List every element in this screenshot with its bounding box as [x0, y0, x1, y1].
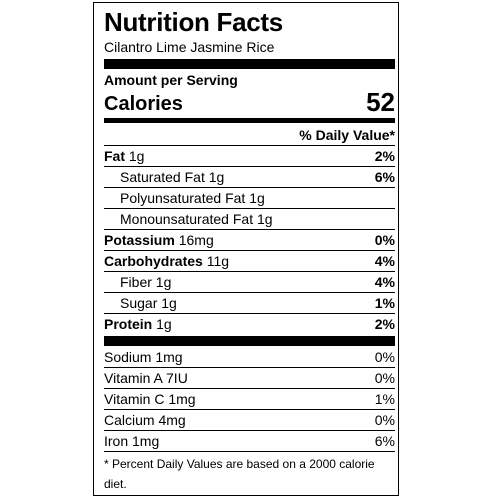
- vitamin-row-vitamin-a: Vitamin A 7IU 0%: [104, 367, 395, 388]
- calories-value: 52: [366, 87, 395, 117]
- nutrient-amount: 1g: [161, 295, 177, 311]
- nutrient-amount: 1g: [155, 274, 172, 290]
- nutrient-name: Fiber: [120, 274, 152, 290]
- vitamin-name: Calcium: [104, 412, 155, 428]
- vitamin-pct: 0%: [374, 412, 395, 428]
- nutrient-row-potassium: Potassium 16mg 0%: [104, 229, 395, 250]
- nutrient-name: Carbohydrates: [104, 253, 203, 269]
- vitamin-name: Vitamin A: [104, 370, 163, 386]
- nutrient-row-protein: Protein 1g 2%: [104, 313, 395, 334]
- nutrient-pct: 6%: [374, 169, 395, 185]
- thick-divider: [104, 336, 395, 346]
- nutrient-row-fat: Fat 1g 2%: [104, 145, 395, 166]
- nutrient-row-sugar: Sugar 1g 1%: [104, 292, 395, 313]
- nutrient-row-monounsaturated-fat: Monounsaturated Fat 1g: [104, 208, 395, 229]
- vitamin-row-iron: Iron 1mg 6%: [104, 430, 395, 451]
- calories-label: Calories: [104, 93, 183, 115]
- footnote: * Percent Daily Values are based on a 20…: [104, 451, 395, 494]
- vitamin-name: Vitamin C: [104, 391, 165, 407]
- vitamin-pct: 1%: [374, 391, 395, 407]
- nutrition-label: Nutrition Facts Cilantro Lime Jasmine Ri…: [93, 2, 399, 496]
- nutrient-amount: 1g: [128, 148, 145, 164]
- nutrient-name: Monounsaturated Fat: [120, 211, 254, 227]
- vitamin-amount: 4mg: [158, 412, 186, 428]
- recipe-name: Cilantro Lime Jasmine Rice: [104, 39, 275, 55]
- vitamin-row-vitamin-c: Vitamin C 1mg 1%: [104, 388, 395, 409]
- vitamin-pct: 6%: [374, 433, 395, 449]
- vitamin-amount: 1mg: [132, 433, 160, 449]
- vitamin-pct: 0%: [374, 348, 395, 365]
- daily-value-header: % Daily Value*: [299, 127, 395, 143]
- vitamin-amount: 1mg: [155, 348, 183, 365]
- calories-row: Calories 52: [104, 87, 395, 115]
- nutrient-pct: 4%: [374, 274, 395, 290]
- nutrient-row-fiber: Fiber 1g 4%: [104, 271, 395, 292]
- vitamin-row-calcium: Calcium 4mg 0%: [104, 409, 395, 430]
- nutrient-name: Fat: [104, 148, 125, 164]
- vitamin-pct: 0%: [374, 370, 395, 386]
- nutrient-amount: 11g: [206, 253, 230, 269]
- amount-per-serving: Amount per Serving: [104, 72, 238, 88]
- nutrient-pct: 2%: [374, 148, 395, 164]
- nutrient-row-polyunsaturated-fat: Polyunsaturated Fat 1g: [104, 187, 395, 208]
- nutrient-name: Polyunsaturated Fat: [120, 190, 246, 206]
- vitamin-row-sodium: Sodium 1mg 0%: [104, 346, 395, 367]
- nutrient-pct: 2%: [374, 316, 395, 332]
- nutrient-name: Saturated Fat: [120, 169, 205, 185]
- vitamin-amount: 1mg: [168, 391, 196, 407]
- nutrient-amount: 1g: [156, 316, 172, 332]
- nutrient-name: Protein: [104, 316, 153, 332]
- nutrient-amount: 1g: [249, 190, 265, 206]
- nutrient-pct: 1%: [374, 295, 395, 311]
- nutrient-pct: 4%: [374, 253, 395, 269]
- label-title: Nutrition Facts: [104, 7, 283, 37]
- vitamin-amount: 7IU: [166, 370, 188, 386]
- nutrient-amount: 1g: [256, 211, 273, 227]
- thick-divider: [104, 59, 395, 69]
- medium-divider: [104, 118, 395, 123]
- nutrient-name: Potassium: [104, 232, 175, 248]
- nutrient-row-carbohydrates: Carbohydrates 11g 4%: [104, 250, 395, 271]
- nutrient-name: Sugar: [120, 295, 158, 311]
- nutrient-amount: 1g: [208, 169, 225, 185]
- nutrient-pct: 0%: [374, 232, 395, 248]
- vitamin-name: Iron: [104, 433, 129, 449]
- nutrient-amount: 16mg: [178, 232, 214, 248]
- nutrient-row-saturated-fat: Saturated Fat 1g 6%: [104, 166, 395, 187]
- vitamin-name: Sodium: [104, 348, 152, 365]
